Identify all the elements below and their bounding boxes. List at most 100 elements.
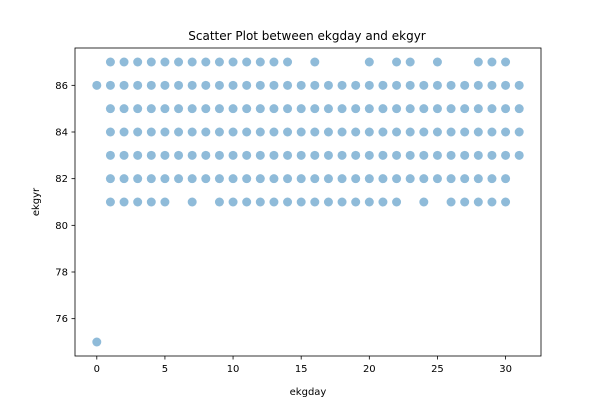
scatter-point [392,57,402,67]
scatter-point [133,80,143,90]
scatter-point [310,80,320,90]
scatter-point [242,127,252,137]
scatter-point [228,104,238,114]
scatter-point [473,80,483,90]
scatter-point [364,174,374,184]
scatter-point [364,150,374,160]
scatter-point [405,80,415,90]
scatter-point [432,127,442,137]
scatter-point [228,80,238,90]
scatter-point [337,150,347,160]
scatter-point [296,127,306,137]
scatter-point [405,127,415,137]
scatter-point [514,150,524,160]
scatter-point [323,127,333,137]
scatter-point [283,57,293,67]
scatter-point [310,150,320,160]
scatter-point [446,104,456,114]
scatter-point [378,127,388,137]
scatter-point [432,80,442,90]
scatter-point [432,150,442,160]
scatter-point [392,150,402,160]
scatter-point [133,174,143,184]
scatter-point [501,104,511,114]
scatter-point [174,127,184,137]
scatter-point [187,197,197,207]
scatter-point [255,57,265,67]
scatter-point [337,80,347,90]
scatter-point [146,57,156,67]
scatter-point [378,80,388,90]
y-tick-label: 78 [55,268,68,279]
scatter-point [487,80,497,90]
scatter-point [487,104,497,114]
scatter-point [214,197,224,207]
y-tick-label: 82 [55,174,68,185]
scatter-point [119,80,129,90]
scatter-point [337,197,347,207]
scatter-point [160,104,170,114]
scatter-point [228,150,238,160]
scatter-point [201,57,211,67]
scatter-point [146,104,156,114]
scatter-point [337,127,347,137]
scatter-point [351,197,361,207]
scatter-point [160,57,170,67]
scatter-point [460,127,470,137]
scatter-point [364,197,374,207]
scatter-point [201,80,211,90]
x-axis-label: ekgday [290,387,327,398]
scatter-point [255,80,265,90]
scatter-point [446,80,456,90]
scatter-point [323,80,333,90]
scatter-point [501,127,511,137]
scatter-point [92,80,102,90]
scatter-point [92,337,102,347]
scatter-point [446,150,456,160]
scatter-point [187,104,197,114]
scatter-point [473,57,483,67]
scatter-point [269,57,279,67]
x-tick-label: 25 [431,364,444,375]
scatter-point [310,174,320,184]
scatter-point [378,150,388,160]
scatter-point [255,174,265,184]
scatter-point [201,127,211,137]
scatter-point [201,150,211,160]
scatter-point [269,80,279,90]
scatter-point [392,127,402,137]
scatter-point [174,150,184,160]
scatter-point [296,197,306,207]
scatter-point [310,57,320,67]
y-tick-label: 76 [55,314,68,325]
scatter-point [514,104,524,114]
scatter-point [269,197,279,207]
scatter-point [487,127,497,137]
scatter-point [405,174,415,184]
scatter-point [255,104,265,114]
scatter-point [460,150,470,160]
scatter-point [242,150,252,160]
scatter-point [214,127,224,137]
scatter-point [242,104,252,114]
scatter-point [174,104,184,114]
scatter-point [201,104,211,114]
scatter-point [214,150,224,160]
scatter-point [501,174,511,184]
scatter-point [487,57,497,67]
scatter-point [187,150,197,160]
scatter-point [119,104,129,114]
scatter-point [242,80,252,90]
scatter-point [160,174,170,184]
scatter-point [460,80,470,90]
scatter-point [405,104,415,114]
x-tick-label: 20 [363,364,376,375]
scatter-point [405,150,415,160]
scatter-point [160,127,170,137]
scatter-point [473,150,483,160]
scatter-point [296,174,306,184]
scatter-point [146,127,156,137]
scatter-point [174,57,184,67]
